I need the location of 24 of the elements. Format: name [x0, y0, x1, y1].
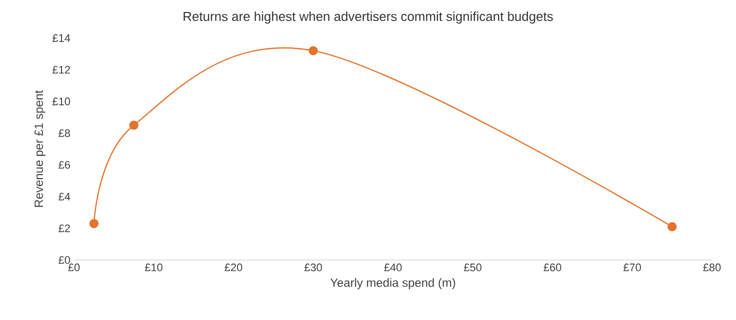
- point: [89, 218, 99, 228]
- x-tick-label: £30: [304, 264, 322, 272]
- point: [668, 222, 677, 232]
- x-tick-label: £40: [384, 264, 402, 272]
- x-tick-label: £60: [544, 264, 562, 272]
- x-tick-label: £80: [703, 264, 721, 272]
- point: [129, 120, 138, 130]
- x-tick-label: £70: [623, 264, 641, 272]
- x-tick-label: £20: [224, 264, 242, 272]
- x-axis-title: Yearly media spend (m): [330, 278, 456, 290]
- y-tick-label: £4: [58, 192, 70, 200]
- y-tick-label: £14: [52, 34, 70, 42]
- y-tick-label: £6: [58, 160, 70, 169]
- y-tick-label: £2: [58, 224, 70, 232]
- y-tick-label: £0: [58, 256, 70, 264]
- x-tick-label: £10: [144, 264, 162, 272]
- x-tick-label: £0: [68, 264, 80, 272]
- y-tick-label: £8: [58, 129, 70, 138]
- chart-title: Returns are highest when advertisers commit significant budgets: [184, 12, 553, 24]
- y-tick-label: £12: [52, 66, 70, 74]
- y-axis-title: Revenue per £1 spent: [34, 90, 46, 207]
- x-tick-label: £50: [464, 264, 482, 272]
- point: [308, 46, 318, 56]
- y-tick-label: £10: [52, 98, 70, 106]
